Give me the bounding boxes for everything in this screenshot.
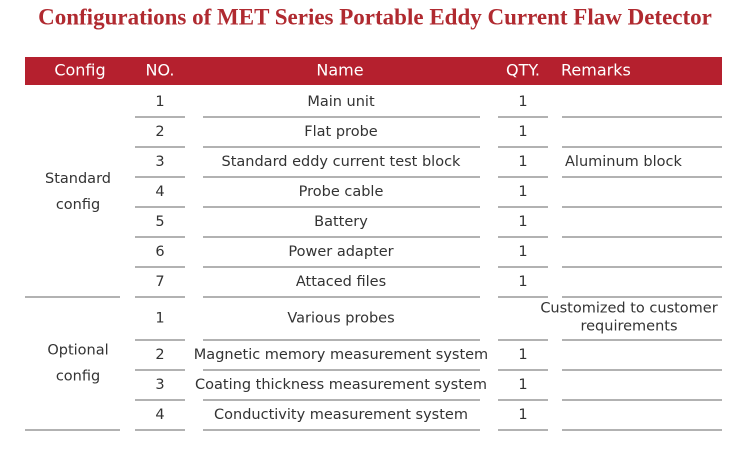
name-cell: Conductivity measurement system <box>214 407 468 423</box>
name-cell: Standard eddy current test block <box>222 154 462 170</box>
no-cell: 2 <box>155 347 164 363</box>
qty-cell: 1 <box>518 244 527 260</box>
no-cell: 3 <box>155 377 164 393</box>
qty-cell: 1 <box>518 214 527 230</box>
qty-cell: 1 <box>518 274 527 290</box>
remarks-cell: Customized to customer <box>540 301 717 317</box>
no-cell: 3 <box>155 154 164 170</box>
no-cell: 4 <box>155 184 164 200</box>
no-cell: 4 <box>155 407 164 423</box>
qty-cell: 1 <box>518 377 527 393</box>
name-cell: Attaced files <box>296 274 386 290</box>
no-cell: 1 <box>155 94 164 110</box>
no-cell: 2 <box>155 124 164 140</box>
qty-cell: 1 <box>518 94 527 110</box>
remarks-cell: requirements <box>580 319 677 335</box>
qty-cell: 1 <box>518 154 527 170</box>
remarks-cell: Aluminum block <box>565 154 682 170</box>
config-cell: config <box>56 197 100 213</box>
qty-cell: 1 <box>518 347 527 363</box>
name-cell: Battery <box>314 214 368 230</box>
name-cell: Main unit <box>307 94 375 110</box>
qty-cell: 1 <box>518 407 527 423</box>
title: Configurations of MET Series Portable Ed… <box>38 4 712 29</box>
no-cell: 6 <box>155 244 164 260</box>
no-cell: 7 <box>155 274 164 290</box>
config-cell: config <box>56 369 100 385</box>
name-cell: Power adapter <box>288 244 393 260</box>
header-cell: Config <box>54 61 105 80</box>
qty-cell: 1 <box>518 184 527 200</box>
name-cell: Coating thickness measurement system <box>195 377 487 393</box>
name-cell: Magnetic memory measurement system <box>194 347 488 363</box>
name-cell: Flat probe <box>304 124 377 140</box>
config-cell: Standard <box>45 171 111 187</box>
header-bar <box>25 57 722 85</box>
header-cell: QTY. <box>506 61 540 80</box>
header-cell: NO. <box>146 61 175 80</box>
no-cell: 1 <box>155 311 164 327</box>
header-cell: Remarks <box>561 61 631 80</box>
header-cell: Name <box>316 61 363 80</box>
name-cell: Probe cable <box>299 184 384 200</box>
no-cell: 5 <box>155 214 164 230</box>
config-cell: Optional <box>47 343 108 359</box>
name-cell: Various probes <box>287 311 394 327</box>
qty-cell: 1 <box>518 124 527 140</box>
